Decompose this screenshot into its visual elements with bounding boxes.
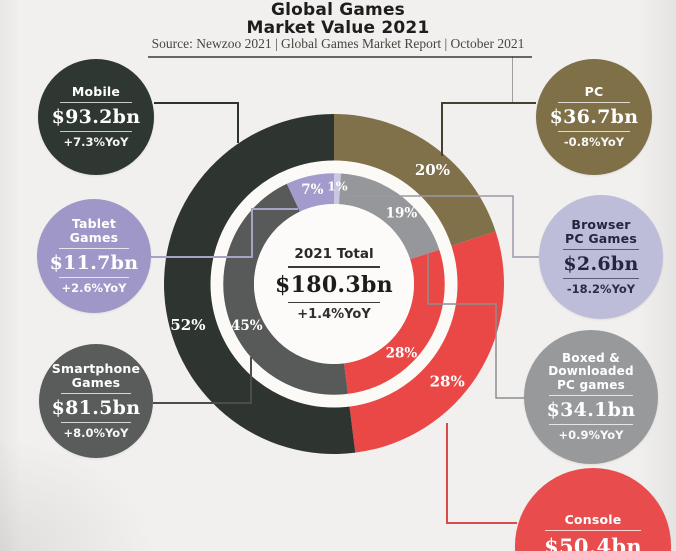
connector-tablet: [151, 208, 298, 258]
divider: [558, 131, 630, 132]
connector-smartphone: [153, 357, 252, 404]
bubble-yoy: +7.3%YoY: [63, 135, 129, 149]
center-total-label: 2021 Total: [294, 246, 374, 262]
bubble-value: $11.7bn: [49, 252, 139, 274]
divider: [288, 301, 380, 303]
outer-ring-percent-mobile: 52%: [170, 316, 205, 334]
outer-ring-segment-mobile: [164, 114, 356, 454]
inner-ring-segment-browser-pc-games: [334, 173, 341, 205]
chart-center-total: 2021 Total $180.3bn +1.4%YoY: [254, 204, 414, 364]
connector-browser: [347, 195, 540, 258]
center-total-yoy: +1.4%YoY: [297, 307, 371, 322]
divider: [60, 393, 132, 394]
outer-ring-segment-console: [349, 231, 504, 453]
divider: [549, 395, 633, 397]
source-attribution: Source: Newzoo 2021 | Global Games Marke…: [151, 36, 525, 51]
inner-ring-segment-smartphone-games: [223, 183, 348, 395]
outer-ring-segment-pc: [334, 114, 496, 246]
bubble-yoy: +2.6%YoY: [61, 281, 127, 295]
bubble-yoy: +0.9%YoY: [558, 428, 624, 443]
chart-center-disc: [254, 204, 414, 364]
bubble-category-label: Mobile: [71, 84, 121, 99]
inner-ring-segment-console: [344, 249, 446, 395]
bubble-value: $2.6bn: [563, 253, 639, 275]
ring-gap: [210, 160, 458, 408]
bubble-pc: PC $36.7bn -0.8%YoY: [536, 59, 652, 175]
page-title-line1: Global Games: [270, 0, 406, 20]
page-title: Global Games Market Value 2021: [0, 1, 676, 37]
bubble-category-label: Boxed & Downloaded PC games: [548, 350, 634, 392]
outer-ring-percent-pc: 20%: [415, 161, 450, 179]
divider: [549, 424, 633, 426]
inner-ring-segment-tablet-games: [286, 172, 334, 212]
bubble-yoy: +8.0%YoY: [63, 426, 129, 440]
paper-crease: [512, 56, 513, 103]
bubble-mobile: Mobile $93.2bn +7.3%YoY: [38, 59, 154, 175]
bubble-category-label: Browser PC Games: [565, 217, 637, 246]
bubble-category-label: Smartphone Games: [51, 361, 141, 390]
divider: [288, 266, 380, 268]
outer-ring-percent-console: 28%: [430, 372, 465, 390]
connector-boxed: [427, 253, 525, 399]
center-total-value: $180.3bn: [275, 271, 393, 298]
header-divider: [148, 56, 532, 58]
bubble-smartphone-games: Smartphone Games $81.5bn +8.0%YoY: [39, 344, 153, 458]
divider: [60, 102, 132, 103]
divider: [558, 102, 630, 103]
divider: [58, 277, 130, 278]
connector-console: [446, 423, 517, 524]
bubble-value: $81.5bn: [51, 397, 141, 419]
bubble-category-label: Console: [564, 511, 622, 527]
connector-mobile: [154, 102, 239, 143]
inner-ring-percent-browser-pc-games: 1%: [327, 179, 348, 194]
connector-pc: [441, 102, 536, 156]
bubble-tablet-games: Tablet Games $11.7bn +2.6%YoY: [37, 199, 151, 313]
divider: [562, 278, 640, 279]
bubble-boxed-downloaded-pc-games: Boxed & Downloaded PC games $34.1bn +0.9…: [524, 330, 658, 464]
inner-ring-percent-boxed-downloaded-pc-games: 19%: [386, 206, 418, 222]
bubble-yoy: -18.2%YoY: [566, 282, 636, 296]
bubble-value: $34.1bn: [546, 399, 636, 422]
divider: [60, 131, 132, 132]
inner-ring-percent-console: 28%: [386, 345, 418, 361]
inner-ring-segment-boxed-downloaded-pc-games: [339, 173, 440, 260]
divider: [58, 248, 130, 249]
divider: [562, 249, 640, 250]
inner-ring-percent-smartphone-games: 45%: [231, 318, 263, 334]
bubble-browser-pc-games: Browser PC Games $2.6bn -18.2%YoY: [539, 195, 663, 319]
bubble-value: $93.2bn: [51, 106, 141, 128]
bubble-category-label: PC: [584, 84, 604, 99]
bubble-yoy: -0.8%YoY: [563, 135, 625, 149]
inner-ring-percent-tablet-games: 7%: [301, 182, 323, 198]
bubble-value: $36.7bn: [549, 106, 639, 128]
bubble-value: $50.4bn: [544, 533, 642, 551]
divider: [60, 422, 132, 423]
bubble-category-label: Tablet Games: [69, 216, 119, 245]
page-title-line2: Market Value 2021: [246, 18, 430, 38]
divider: [544, 529, 642, 531]
